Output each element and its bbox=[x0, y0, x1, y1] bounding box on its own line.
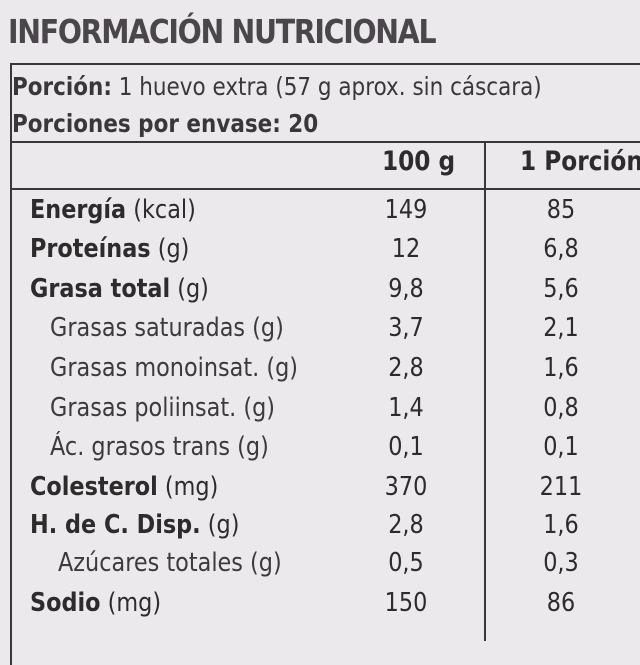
column-divider bbox=[484, 141, 486, 641]
value-serving: 0,3 bbox=[543, 548, 579, 578]
row-name: Proteínas bbox=[30, 234, 151, 264]
row-unit: (g) bbox=[243, 393, 275, 423]
row-grasas-monoinsat: Grasas monoinsat. (g) 2,8 1,6 bbox=[0, 353, 640, 389]
row-unit: (mg) bbox=[164, 472, 219, 502]
value-serving: 85 bbox=[546, 195, 576, 225]
servings-per-pack-text: Porciones por envase: 20 bbox=[12, 109, 319, 138]
value-100g: 0,5 bbox=[388, 548, 424, 578]
value-serving: 0,8 bbox=[543, 393, 579, 423]
row-label: Grasas poliinsat. (g) bbox=[50, 393, 275, 423]
value-100g: 2,8 bbox=[388, 353, 424, 383]
row-hidratos-disp: H. de C. Disp. (g) 2,8 1,6 bbox=[0, 510, 640, 546]
row-label: Grasas monoinsat. (g) bbox=[50, 353, 298, 383]
row-name: Ác. grasos trans bbox=[50, 432, 231, 462]
value-100g: 9,8 bbox=[388, 274, 424, 304]
nutrition-panel bbox=[10, 63, 640, 665]
row-unit: (g) bbox=[207, 510, 240, 540]
row-label: Ác. grasos trans (g) bbox=[50, 432, 269, 462]
value-serving: 1,6 bbox=[543, 510, 579, 540]
row-unit: (mg) bbox=[107, 588, 162, 618]
row-label: Proteínas (g) bbox=[30, 234, 189, 264]
value-serving: 5,6 bbox=[543, 274, 579, 304]
row-energia: Energía (kcal) 149 85 bbox=[0, 195, 640, 231]
value-100g: 12 bbox=[391, 234, 421, 264]
value-serving: 1,6 bbox=[543, 353, 579, 383]
row-grasas-poliinsat: Grasas poliinsat. (g) 1,4 0,8 bbox=[0, 393, 640, 429]
row-proteinas: Proteínas (g) 12 6,8 bbox=[0, 234, 640, 270]
row-grasos-trans: Ác. grasos trans (g) 0,1 0,1 bbox=[0, 432, 640, 468]
row-sodio: Sodio (mg) 150 86 bbox=[0, 588, 640, 624]
row-name: Colesterol bbox=[30, 472, 158, 502]
row-name: Grasas poliinsat. bbox=[50, 393, 237, 423]
nutrition-title: INFORMACIÓN NUTRICIONAL bbox=[8, 12, 437, 51]
row-grasas-saturadas: Grasas saturadas (g) 3,7 2,1 bbox=[0, 313, 640, 349]
row-unit: (g) bbox=[252, 313, 284, 343]
row-unit: (g) bbox=[157, 234, 190, 264]
row-label: Energía (kcal) bbox=[30, 195, 196, 225]
row-label: Grasas saturadas (g) bbox=[50, 313, 284, 343]
row-grasa-total: Grasa total (g) 9,8 5,6 bbox=[0, 274, 640, 310]
serving-size-label: Porción: bbox=[12, 72, 112, 101]
row-unit: (g) bbox=[266, 353, 299, 383]
value-serving: 86 bbox=[546, 588, 576, 618]
row-label: Colesterol (mg) bbox=[30, 472, 218, 502]
serving-size-value: 1 huevo extra (57 g aprox. sin cáscara) bbox=[118, 72, 542, 101]
value-serving: 211 bbox=[539, 472, 583, 502]
value-100g: 1,4 bbox=[388, 393, 424, 423]
value-serving: 6,8 bbox=[543, 234, 579, 264]
row-azucares-totales: Azúcares totales (g) 0,5 0,3 bbox=[0, 548, 640, 584]
servings-per-pack: Porciones por envase: 20 bbox=[12, 109, 318, 138]
value-100g: 370 bbox=[384, 472, 428, 502]
row-label: Sodio (mg) bbox=[30, 588, 161, 618]
row-label: Azúcares totales (g) bbox=[58, 548, 282, 578]
row-unit: (g) bbox=[177, 274, 209, 304]
row-unit: (kcal) bbox=[133, 195, 196, 225]
value-serving: 2,1 bbox=[543, 313, 579, 343]
row-name: Azúcares totales bbox=[58, 548, 243, 578]
row-name: Grasas saturadas bbox=[50, 313, 246, 343]
row-name: H. de C. Disp. bbox=[30, 510, 201, 540]
row-colesterol: Colesterol (mg) 370 211 bbox=[0, 472, 640, 508]
row-name: Sodio bbox=[30, 588, 101, 618]
column-header-100g: 100 g bbox=[381, 146, 456, 177]
row-label: Grasa total (g) bbox=[30, 274, 209, 304]
row-label: H. de C. Disp. (g) bbox=[30, 510, 239, 540]
header-divider-top bbox=[10, 141, 640, 143]
row-name: Energía bbox=[30, 195, 127, 225]
row-unit: (g) bbox=[237, 432, 269, 462]
row-name: Grasa total bbox=[30, 274, 171, 304]
value-serving: 0,1 bbox=[543, 432, 579, 462]
value-100g: 2,8 bbox=[388, 510, 424, 540]
row-name: Grasas monoinsat. bbox=[50, 353, 260, 383]
row-unit: (g) bbox=[250, 548, 282, 578]
value-100g: 149 bbox=[384, 195, 428, 225]
value-100g: 0,1 bbox=[388, 432, 424, 462]
header-divider-bottom bbox=[10, 188, 640, 190]
value-100g: 3,7 bbox=[388, 313, 424, 343]
column-header-serving: 1 Porción bbox=[520, 146, 640, 177]
serving-size: Porción: 1 huevo extra (57 g aprox. sin … bbox=[12, 72, 542, 101]
value-100g: 150 bbox=[384, 588, 428, 618]
